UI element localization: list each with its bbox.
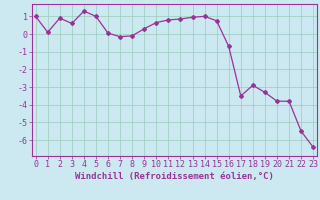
- X-axis label: Windchill (Refroidissement éolien,°C): Windchill (Refroidissement éolien,°C): [75, 172, 274, 181]
